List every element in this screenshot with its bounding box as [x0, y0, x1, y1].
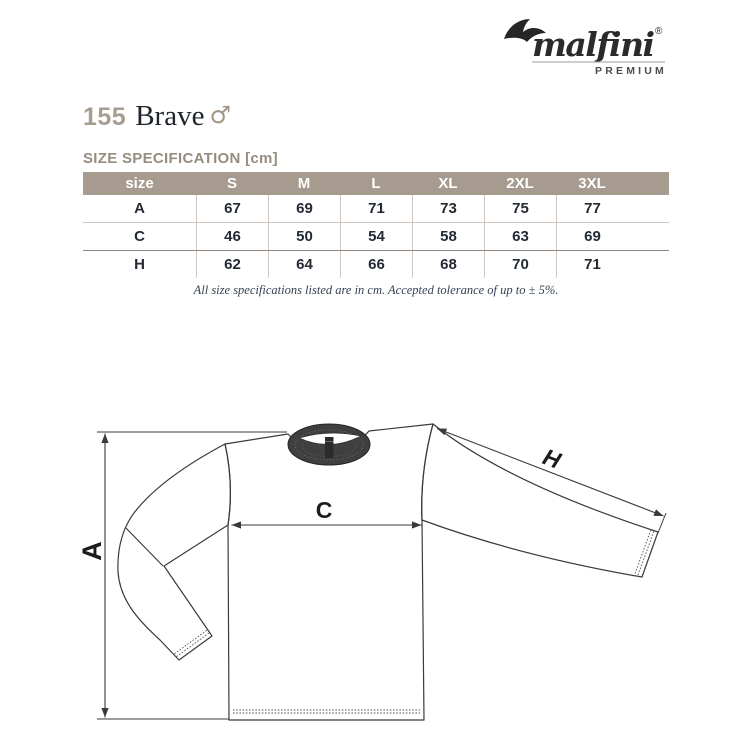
- dimension-label-a: A: [77, 541, 107, 561]
- brand-name: malfini: [532, 25, 655, 64]
- size-value-cell: 75: [484, 195, 556, 222]
- size-value-cell: 63: [484, 223, 556, 250]
- size-table: size S M L XL 2XL 3XL A 67 69 71 73 75 7…: [83, 172, 669, 278]
- cuff-extension-line: [657, 512, 667, 534]
- elbow-crease: [125, 527, 164, 567]
- header-cell-xl: XL: [438, 175, 458, 192]
- header-cell-s: S: [226, 175, 237, 192]
- dimension-label-c: C: [316, 497, 333, 523]
- garment-diagram: A C H: [77, 423, 667, 721]
- row-label: C: [134, 228, 145, 245]
- product-name: Brave: [135, 100, 205, 132]
- size-value-cell: 71: [340, 195, 412, 222]
- size-value-cell: 50: [268, 223, 340, 250]
- size-value-cell: 67: [196, 195, 268, 222]
- section-heading: SIZE SPECIFICATION [cm]: [83, 150, 278, 167]
- header-cell-3xl: 3XL: [578, 175, 606, 192]
- size-value-cell: 68: [412, 251, 484, 278]
- row-label: H: [134, 256, 145, 273]
- right-cuff-stitching: [634, 529, 655, 576]
- shirt-body: [224, 423, 434, 721]
- row-label: A: [134, 200, 145, 217]
- armhole-seam-left: [224, 443, 231, 526]
- bird-icon: [504, 19, 546, 42]
- hem-stitching: [233, 709, 420, 714]
- product-title: 155 Brave ♂: [83, 100, 231, 133]
- armhole-seam-right: [421, 423, 434, 521]
- size-value-cell: 58: [412, 223, 484, 250]
- table-row: H 62 64 66 68 70 71: [83, 251, 669, 278]
- size-value-cell: 69: [556, 223, 628, 250]
- table-header-row: size S M L XL 2XL 3XL: [83, 172, 669, 195]
- size-value-cell: 54: [340, 223, 412, 250]
- tolerance-note: All size specifications listed are in cm…: [193, 283, 559, 297]
- header-filler: [628, 172, 669, 195]
- male-icon: ♂: [209, 101, 231, 129]
- size-value-cell: 77: [556, 195, 628, 222]
- collar: [287, 423, 371, 466]
- size-value-cell: 73: [412, 195, 484, 222]
- left-sleeve: [117, 443, 231, 661]
- row-filler: [628, 251, 669, 278]
- header-cell-m: M: [297, 175, 311, 192]
- table-row: C 46 50 54 58 63 69: [83, 223, 669, 251]
- size-value-cell: 62: [196, 251, 268, 278]
- brand-logo: malfini ® PREMIUM: [504, 19, 667, 77]
- dimension-line-h: [436, 427, 664, 517]
- header-cell-2xl: 2XL: [506, 175, 534, 192]
- size-value-cell: 69: [268, 195, 340, 222]
- row-filler: [628, 195, 669, 222]
- header-cell-size: size: [125, 175, 154, 192]
- registered-mark: ®: [655, 26, 663, 37]
- brand-tagline: PREMIUM: [595, 65, 667, 77]
- product-code: 155: [83, 103, 127, 131]
- size-value-cell: 64: [268, 251, 340, 278]
- size-value-cell: 70: [484, 251, 556, 278]
- row-filler: [628, 223, 669, 250]
- collar-tag: [325, 437, 334, 458]
- table-row: A 67 69 71 73 75 77: [83, 195, 669, 223]
- left-cuff-stitching: [174, 629, 210, 657]
- size-value-cell: 71: [556, 251, 628, 278]
- size-value-cell: 46: [196, 223, 268, 250]
- size-value-cell: 66: [340, 251, 412, 278]
- header-cell-l: L: [371, 175, 381, 192]
